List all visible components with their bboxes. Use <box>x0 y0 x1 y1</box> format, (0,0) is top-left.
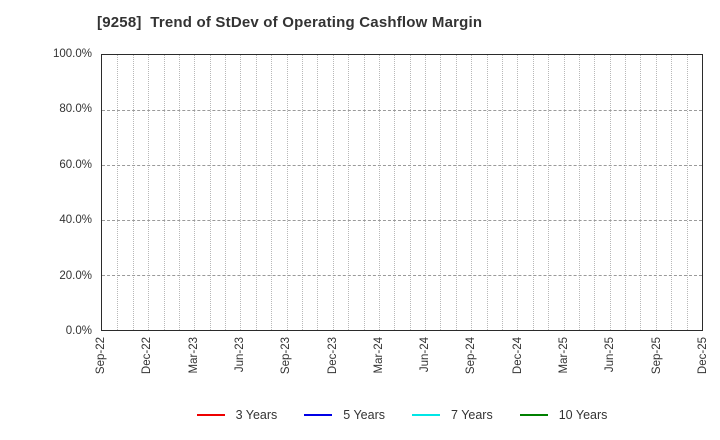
gridline-vertical <box>532 55 534 330</box>
y-tick-label: 0.0% <box>65 325 92 337</box>
gridline-vertical <box>163 55 165 330</box>
x-tick-label: Sep-24 <box>465 337 478 375</box>
gridline-vertical <box>455 55 457 330</box>
gridline-vertical <box>548 55 550 330</box>
gridline-vertical <box>255 55 257 330</box>
legend-label: 5 Years <box>343 408 386 422</box>
x-tick-label: Dec-24 <box>511 337 524 375</box>
x-tick-label: Jun-25 <box>604 337 617 373</box>
chart-title: [9258] Trend of StDev of Operating Cashf… <box>97 14 483 31</box>
x-tick-label: Sep-23 <box>280 337 293 375</box>
legend-line-swatch-3-years <box>196 413 225 417</box>
gridline-vertical <box>348 55 350 330</box>
x-tick-label: Mar-23 <box>187 337 200 374</box>
legend-label: 7 Years <box>451 408 493 422</box>
gridline-horizontal <box>102 110 702 111</box>
gridline-vertical <box>563 55 565 330</box>
x-tick-label: Sep-25 <box>650 337 663 375</box>
legend: 3 Years 5 Years 7 Years 10 Years <box>101 406 703 424</box>
gridline-vertical <box>594 55 596 330</box>
gridline-horizontal <box>102 220 702 221</box>
gridline-vertical <box>686 55 688 330</box>
x-tick-label: Mar-24 <box>372 337 385 374</box>
gridline-vertical <box>640 55 642 330</box>
legend-label: 10 Years <box>558 408 608 422</box>
gridline-vertical <box>286 55 288 330</box>
x-tick-label: Jun-23 <box>233 337 246 373</box>
gridline-vertical <box>394 55 396 330</box>
gridline-vertical <box>178 55 180 330</box>
gridline-vertical <box>317 55 319 330</box>
x-tick-label: Dec-25 <box>697 337 709 375</box>
plot-area <box>101 54 703 331</box>
gridline-horizontal <box>102 275 702 276</box>
gridline-vertical <box>132 55 134 330</box>
gridline-vertical <box>517 55 519 330</box>
gridline-vertical <box>240 55 242 330</box>
gridline-vertical <box>117 55 119 330</box>
gridline-vertical <box>378 55 380 330</box>
gridline-vertical <box>655 55 657 330</box>
x-tick-label: Mar-25 <box>558 337 571 374</box>
gridline-vertical <box>302 55 303 330</box>
gridline-vertical <box>148 55 150 330</box>
gridline-vertical <box>194 55 196 330</box>
gridline-horizontal <box>102 165 702 166</box>
y-tick-label: 40.0% <box>59 214 92 227</box>
legend-label: 3 Years <box>235 408 278 422</box>
gridline-vertical <box>440 55 442 330</box>
gridline-vertical <box>363 55 365 330</box>
legend-item-3-years: 3 Years <box>196 406 278 424</box>
gridline-vertical <box>502 55 503 330</box>
y-tick-label: 100.0% <box>52 48 92 60</box>
gridline-vertical <box>471 55 473 330</box>
x-tick-label: Dec-23 <box>326 337 339 375</box>
x-tick-label: Jun-24 <box>419 337 432 373</box>
legend-line-swatch-5-years <box>304 413 333 417</box>
y-tick-label: 80.0% <box>59 103 92 116</box>
x-tick-label: Dec-22 <box>141 337 154 375</box>
x-tick-label: Sep-22 <box>95 337 107 375</box>
y-tick-label: 20.0% <box>59 269 92 282</box>
gridline-vertical <box>332 55 334 330</box>
gridline-vertical <box>671 55 673 330</box>
gridline-vertical <box>271 55 273 330</box>
gridline-vertical <box>625 55 627 330</box>
legend-item-10-years: 10 Years <box>519 406 608 424</box>
gridline-vertical <box>609 55 611 330</box>
legend-line-swatch-10-years <box>519 413 548 417</box>
legend-item-7-years: 7 Years <box>412 406 493 424</box>
gridline-vertical <box>425 55 427 330</box>
gridline-vertical <box>209 55 211 330</box>
legend-item-5-years: 5 Years <box>304 406 385 424</box>
gridline-vertical <box>225 55 227 330</box>
y-tick-label: 60.0% <box>59 158 92 171</box>
gridline-vertical <box>409 55 411 330</box>
legend-line-swatch-7-years <box>412 413 441 417</box>
gridline-vertical <box>486 55 488 330</box>
gridline-vertical <box>578 55 580 330</box>
